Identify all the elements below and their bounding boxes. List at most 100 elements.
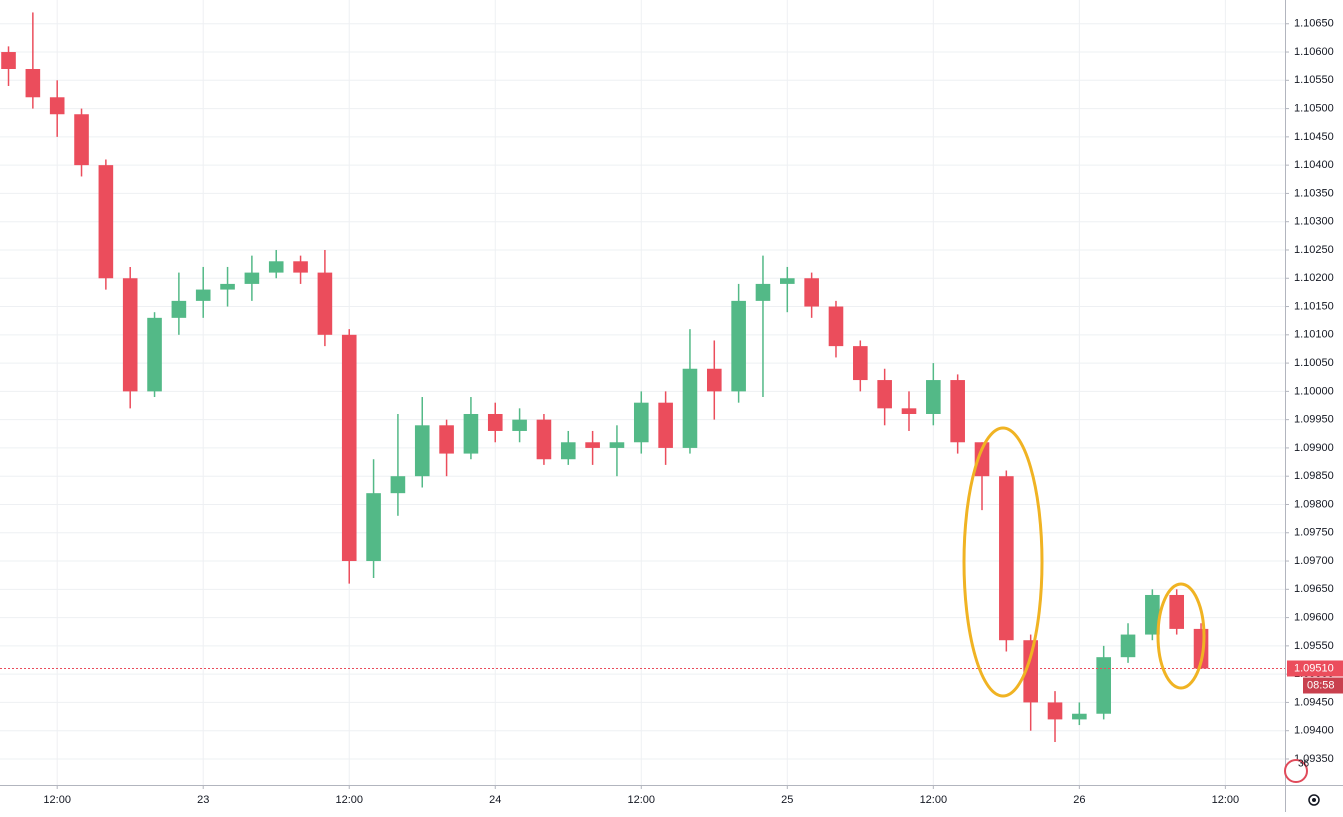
highlight-ellipse (962, 426, 1044, 698)
candle-body (195, 289, 211, 301)
x-tick-label: 12:00 (43, 794, 71, 806)
y-tick-label: 1.09950 (1294, 414, 1334, 426)
candle-body (609, 442, 625, 448)
candle-body (122, 278, 138, 392)
candle-body (341, 334, 357, 562)
y-tick-label: 1.10000 (1294, 385, 1334, 397)
candles (1, 12, 1209, 743)
candle-body (950, 380, 965, 443)
candle-body (755, 283, 771, 301)
candle-body (220, 283, 235, 290)
y-tick-label: 1.10550 (1294, 74, 1334, 86)
candle-body (1072, 713, 1087, 720)
x-tick-label: 26 (1073, 794, 1085, 806)
y-tick-label: 1.09400 (1294, 725, 1334, 737)
y-tick-label: 1.10250 (1294, 244, 1334, 256)
y-tick-label: 1.09450 (1294, 696, 1334, 708)
candle-body (780, 278, 795, 284)
x-tick-label: 25 (781, 794, 793, 806)
candle-body (390, 476, 406, 494)
candle-body (633, 402, 649, 443)
y-tick-label: 1.09800 (1294, 498, 1334, 510)
candle-body (731, 300, 746, 392)
x-tick-label: 12:00 (628, 794, 656, 806)
y-tick-label: 1.09750 (1294, 527, 1334, 539)
candle-body (317, 272, 333, 335)
y-tick-label: 1.10300 (1294, 216, 1334, 228)
y-tick-label: 1.09600 (1294, 611, 1334, 623)
candle-body (244, 272, 260, 284)
badge-icon[interactable] (1284, 759, 1308, 783)
x-tick-label: 24 (489, 794, 501, 806)
y-tick-label: 1.10200 (1294, 272, 1334, 284)
candle-body (439, 425, 454, 454)
candle-body (974, 442, 990, 477)
candle-body (98, 165, 114, 279)
grid (0, 0, 1285, 785)
y-tick-label: 1.09650 (1294, 583, 1334, 595)
candle-body (74, 114, 89, 166)
y-tick-label: 1.09700 (1294, 555, 1334, 567)
flag-badge[interactable]: 36 (1284, 759, 1310, 783)
axes: 1.093501.094001.094501.095001.095501.096… (0, 18, 1343, 806)
settings-icon[interactable] (1308, 794, 1320, 806)
candle-body (706, 368, 722, 392)
y-tick-label: 1.10450 (1294, 131, 1334, 143)
candle-body (1047, 702, 1063, 720)
y-tick-label: 1.10050 (1294, 357, 1334, 369)
x-tick-label: 12:00 (920, 794, 948, 806)
y-tick-label: 1.10500 (1294, 102, 1334, 114)
candle-body (366, 493, 381, 562)
candle-body (804, 278, 819, 307)
candle-body (1096, 657, 1111, 714)
candle-body (414, 425, 430, 477)
x-tick-label: 23 (197, 794, 209, 806)
candle-body (512, 419, 527, 431)
candle-body (560, 442, 576, 460)
candle-body (49, 97, 65, 115)
x-tick-label: 12:00 (335, 794, 363, 806)
countdown-box (1303, 677, 1343, 694)
y-tick-label: 1.10650 (1294, 18, 1334, 30)
candle-body (1120, 634, 1136, 658)
countdown-label: 08:58 (1307, 679, 1335, 691)
candle-body (1023, 640, 1038, 703)
candle-body (536, 419, 552, 460)
candle-body (853, 346, 868, 381)
gear[interactable] (1308, 794, 1320, 806)
candle-body (25, 68, 41, 98)
y-tick-label: 1.10400 (1294, 159, 1334, 171)
candle-body (877, 380, 892, 409)
candle-body (487, 413, 503, 431)
current-price-box (1287, 660, 1343, 677)
candle-body (658, 402, 673, 448)
candle-body (926, 380, 941, 414)
y-tick-label: 1.10150 (1294, 300, 1334, 312)
y-tick-label: 1.10600 (1294, 46, 1334, 58)
y-tick-label: 1.10100 (1294, 329, 1334, 341)
current-price-label: 1.09510 (1294, 662, 1334, 674)
y-tick-label: 1.09350 (1294, 753, 1334, 765)
candle-body (171, 300, 187, 318)
highlight-ellipse (1156, 582, 1206, 690)
y-tick-label: 1.09900 (1294, 442, 1334, 454)
gear-center[interactable] (1312, 798, 1316, 802)
y-tick-label: 1.09550 (1294, 640, 1334, 652)
candle-body (999, 476, 1014, 641)
candle-body (901, 408, 917, 414)
candle-body (585, 442, 600, 448)
y-tick-label: 1.09850 (1294, 470, 1334, 482)
badge-count[interactable]: 36 (1298, 759, 1310, 770)
candle-body (463, 413, 479, 454)
candle-body (293, 261, 308, 273)
candle-body (268, 261, 284, 273)
candle-body (682, 368, 698, 448)
candle-body (828, 306, 844, 347)
candle-body (1169, 594, 1185, 629)
x-tick-label: 12:00 (1212, 794, 1240, 806)
candle-body (1, 52, 16, 69)
candle-body (1145, 594, 1160, 635)
y-tick-label: 1.10350 (1294, 187, 1334, 199)
